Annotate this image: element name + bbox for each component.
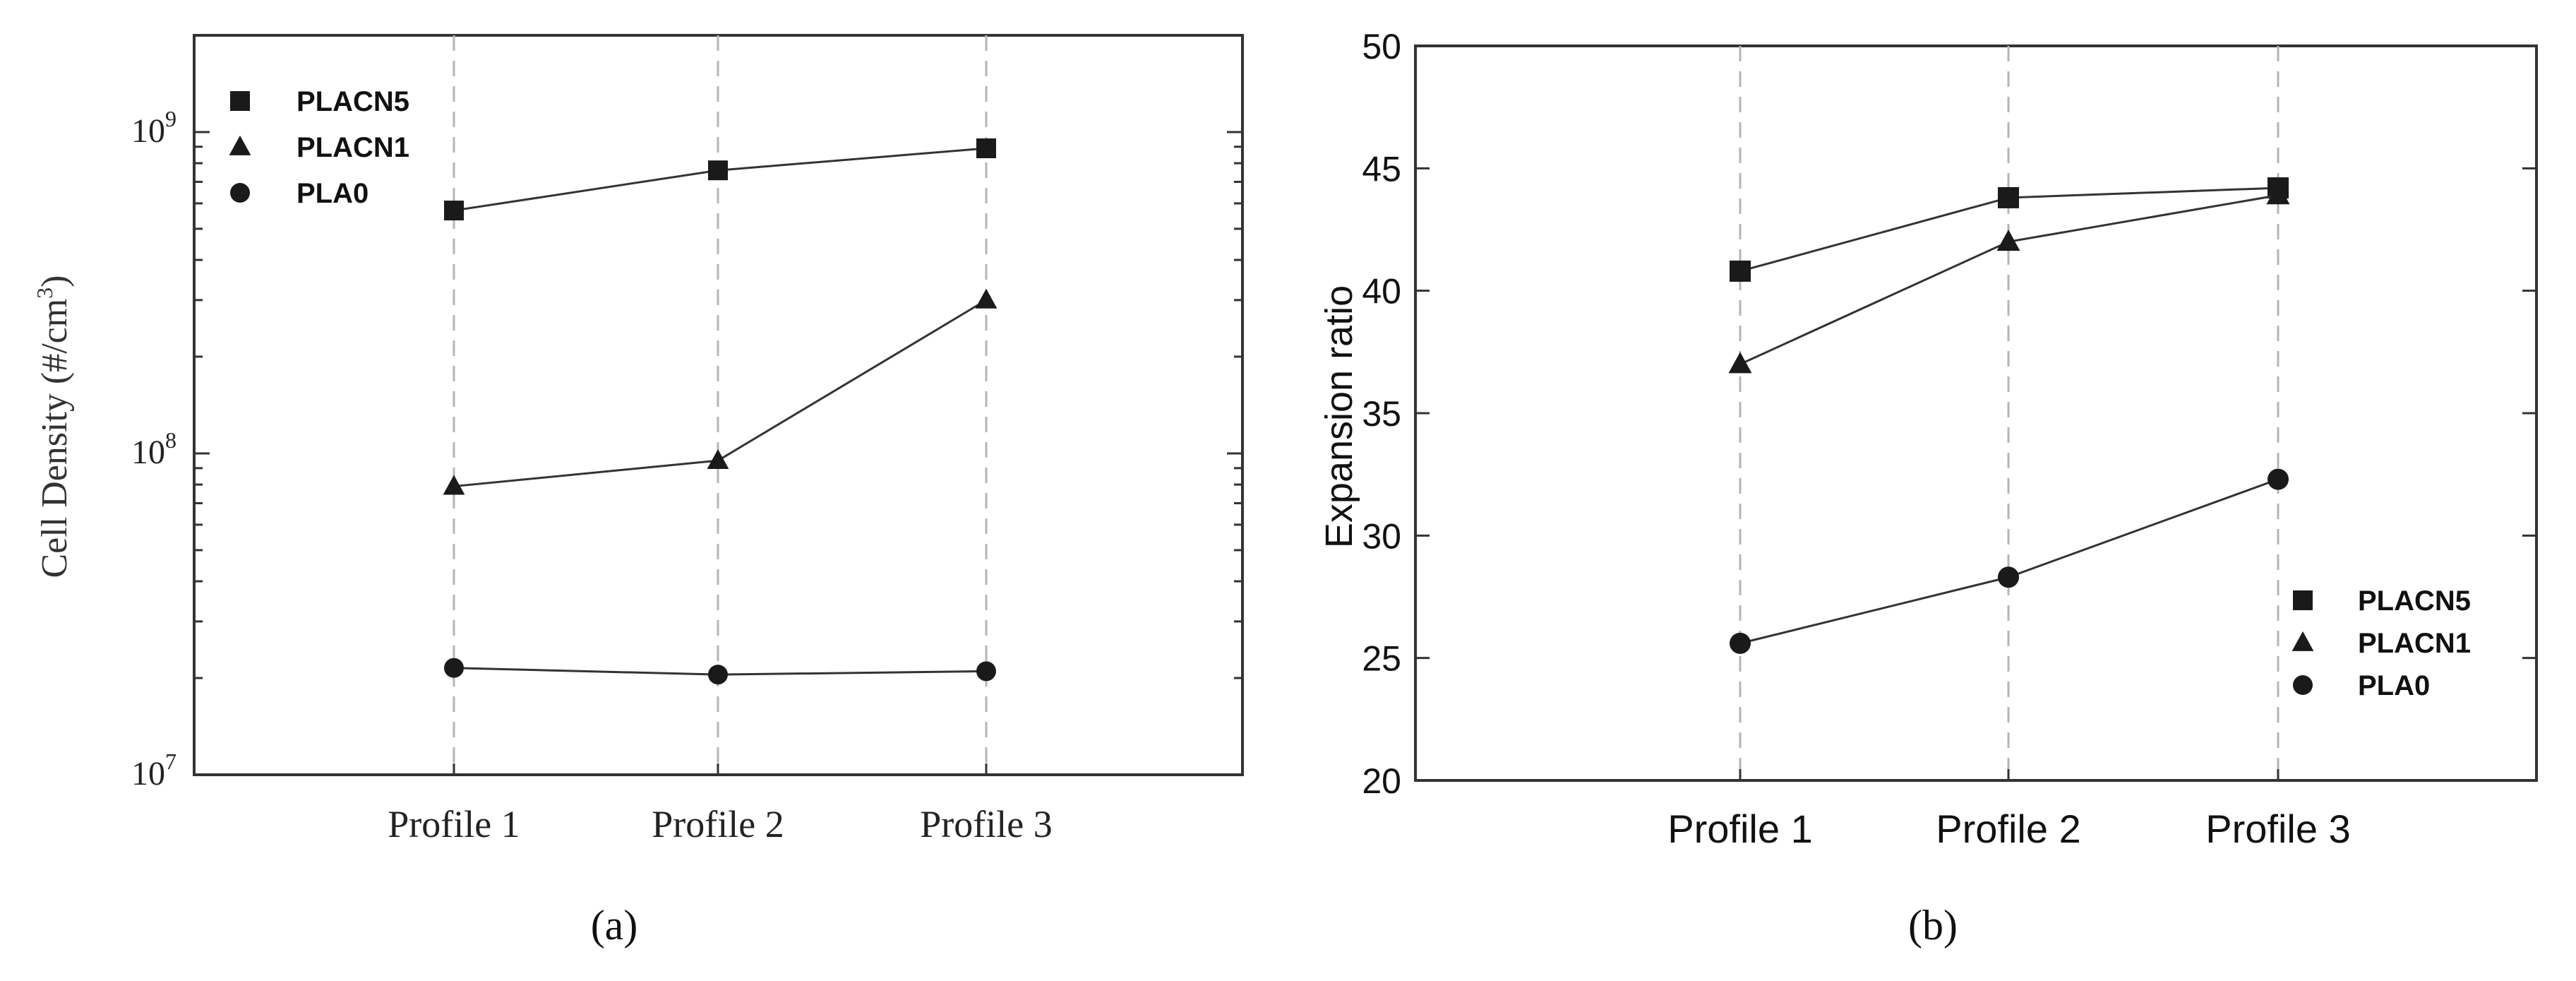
- legend-marker-pla0: [2293, 675, 2313, 695]
- legend-marker-pla0: [230, 183, 250, 203]
- data-point-placn5: [708, 160, 728, 181]
- panel-label-b: (b): [1908, 902, 1958, 949]
- grid-a: [453, 35, 988, 775]
- y-tick-label-a: 107: [131, 749, 176, 792]
- y-axis-b: 20 25 30 35 40 45 50: [1362, 27, 2536, 801]
- data-point-placn1: [2266, 183, 2290, 205]
- y-tick-label-b: 30: [1362, 516, 1401, 556]
- legend-marker-placn5: [2293, 590, 2313, 610]
- panel-a: 107 108 109 Profile 1 Profile 2 Profile 3 PL…: [32, 34, 1244, 949]
- legend-a: PLACN5 PLACN1 PLA0: [229, 86, 409, 209]
- legend-label-pla0: PLA0: [2358, 670, 2430, 701]
- y-tick-label-a: 109: [131, 106, 176, 150]
- x-tick-label-a: Profile 3: [920, 803, 1052, 845]
- legend-marker-placn1: [229, 135, 251, 155]
- data-point-placn5: [1730, 260, 1751, 282]
- data-point-placn1: [1996, 230, 2020, 251]
- data-point-placn1: [443, 475, 465, 495]
- data-point-pla0: [708, 665, 728, 685]
- data-point-pla0: [1998, 566, 2019, 588]
- x-tick-label-b: Profile 1: [1667, 807, 1812, 851]
- data-point-pla0: [444, 658, 464, 678]
- data-point-pla0: [1730, 632, 1751, 654]
- y-axis-label-b: Expansion ratio: [1318, 285, 1360, 548]
- legend-label-pla0: PLA0: [296, 178, 369, 209]
- y-tick-label-b: 20: [1362, 761, 1401, 801]
- y-tick-label-b: 40: [1362, 272, 1401, 311]
- legend-label-placn5: PLACN5: [2358, 585, 2471, 617]
- data-point-placn1: [707, 449, 729, 470]
- y-tick-label-b: 45: [1362, 149, 1401, 189]
- data-point-placn5: [444, 201, 464, 221]
- y-axis-a: 107 108 109: [131, 34, 1242, 792]
- y-tick-label-a: 108: [131, 427, 176, 471]
- legend-b: PLACN5 PLACN1 PLA0: [2292, 585, 2471, 701]
- x-tick-label-b: Profile 3: [2205, 807, 2350, 851]
- legend-label-placn1: PLACN1: [296, 132, 409, 163]
- legend-marker-placn5: [230, 91, 250, 111]
- data-point-placn1: [975, 288, 998, 309]
- data-point-pla0: [2268, 468, 2289, 490]
- data-point-placn5: [1998, 186, 2019, 208]
- x-tick-label-a: Profile 1: [388, 803, 520, 845]
- x-axis-a: Profile 1 Profile 2 Profile 3: [388, 763, 1053, 845]
- y-axis-label-a: Cell Density (#/cm3): [32, 275, 75, 578]
- data-point-placn5: [976, 138, 996, 159]
- legend-label-placn5: PLACN5: [296, 86, 409, 117]
- data-point-pla0: [976, 661, 996, 682]
- x-axis-b: Profile 1 Profile 2 Profile 3: [1667, 769, 2351, 851]
- y-tick-label-b: 25: [1362, 639, 1401, 679]
- panel-label-a: (a): [591, 902, 638, 949]
- y-tick-label-b: 35: [1362, 394, 1401, 434]
- series-a: [443, 138, 998, 685]
- legend-marker-placn1: [2292, 631, 2314, 651]
- grid-b: [1739, 46, 2280, 780]
- data-point-placn1: [1728, 352, 1752, 374]
- x-tick-label-a: Profile 2: [652, 803, 784, 845]
- x-tick-label-b: Profile 2: [1936, 807, 2080, 851]
- series-b: [1728, 177, 2290, 654]
- legend-label-placn1: PLACN1: [2358, 628, 2471, 659]
- y-tick-label-b: 50: [1362, 27, 1401, 66]
